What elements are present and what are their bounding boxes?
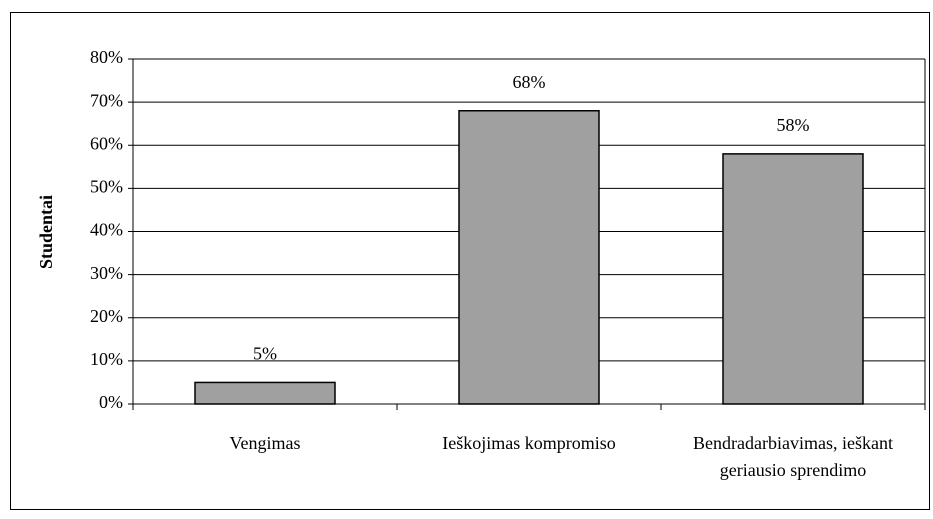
y-tick-label: 0%: [99, 392, 123, 412]
y-tick-label: 80%: [90, 47, 123, 67]
bar: [194, 381, 336, 405]
bar: [458, 110, 600, 405]
data-label: 68%: [513, 72, 546, 92]
x-tick-label: Vengimas: [229, 433, 301, 453]
chart-border: [10, 12, 930, 510]
y-tick-label: 10%: [90, 349, 123, 369]
y-tick-label: 20%: [90, 306, 123, 326]
data-label: 5%: [253, 344, 277, 364]
y-tick-label: 50%: [90, 177, 123, 197]
x-tick-label: Bendradarbiavimas, ieškant geriausio spr…: [693, 433, 893, 480]
y-tick-label: 60%: [90, 133, 123, 153]
data-label: 58%: [777, 115, 810, 135]
y-tick-label: 30%: [90, 263, 123, 283]
y-tick-label: 70%: [90, 90, 123, 110]
y-tick-label: 40%: [90, 220, 123, 240]
y-axis-title: Studentai: [36, 195, 56, 269]
bar: [722, 153, 864, 405]
x-tick-label: Ieškojimas kompromiso: [442, 433, 616, 453]
